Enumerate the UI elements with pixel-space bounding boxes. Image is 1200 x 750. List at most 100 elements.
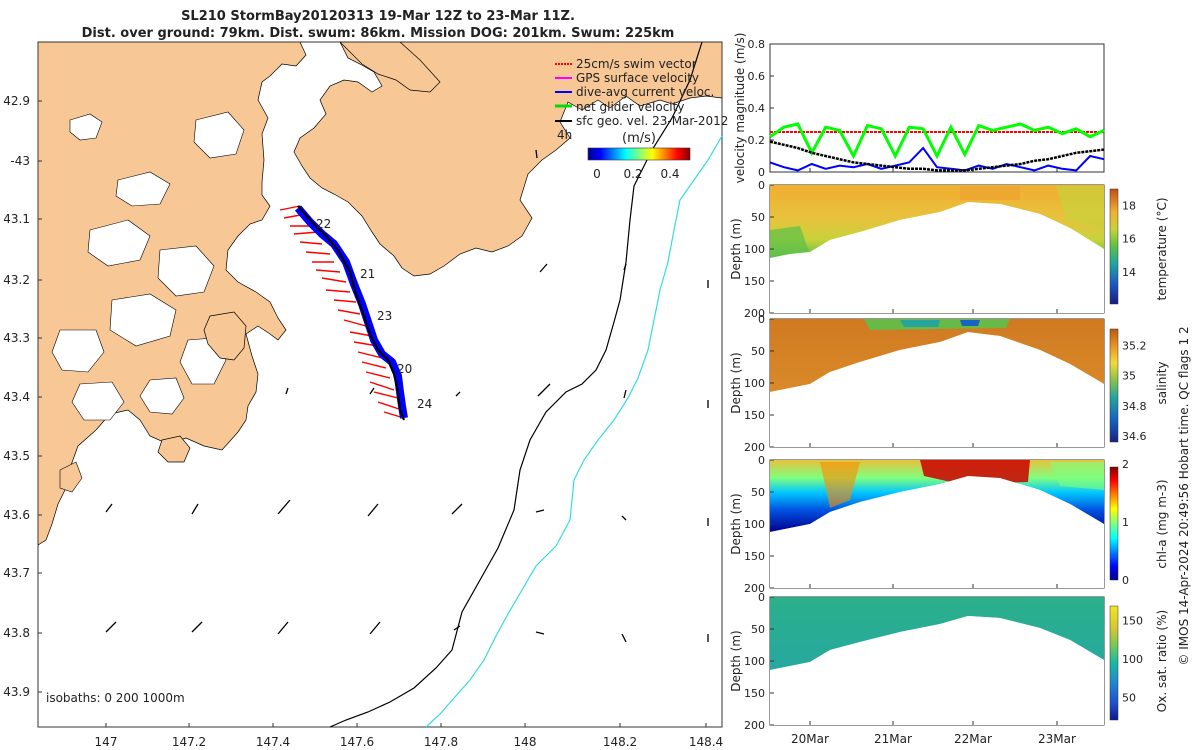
map-ytick-label: 43.3 [3, 331, 30, 345]
depth-tick-label: 50 [751, 623, 765, 636]
depth-tick-label: 100 [744, 243, 765, 256]
velocity-series-line [769, 140, 1105, 172]
colorbar-tick-label: 16 [1122, 233, 1136, 246]
depth-tick-label: 100 [744, 377, 765, 390]
depth-tick-label: 50 [751, 211, 765, 224]
date-tick-label: 21Mar [874, 732, 912, 746]
depth-tick-label: 0 [758, 591, 765, 604]
velocity-y-ticks: 0 0.2 0.4 0.6 0.8 [748, 38, 774, 179]
date-tick-label: 23Mar [1038, 732, 1076, 746]
depth-axis-label: Depth (m) [729, 352, 743, 413]
isobath-label: isobaths: 0 200 1000m [46, 691, 185, 705]
day-label-24: 24 [417, 397, 432, 411]
temperature-colorbar [1109, 188, 1119, 305]
colorbar-tick-label: 50 [1122, 692, 1136, 705]
map-xtick-label: 148 [514, 735, 537, 749]
temperature-field [770, 185, 1104, 258]
map-ytick-label: 43.8 [3, 626, 30, 640]
glider-track-net [297, 205, 406, 421]
colorbar-tick-label: 35 [1122, 370, 1136, 383]
colorbar-tick-label: 34.8 [1122, 400, 1147, 413]
day-label-20: 20 [397, 362, 412, 376]
sfc-geo-arrows [105, 149, 709, 643]
colorbar-tick-label: 34.6 [1122, 430, 1147, 443]
velocity-ytick-label: 0 [758, 166, 765, 179]
legend-net: net glider velocity [576, 100, 684, 114]
map-xtick-label: 148.4 [689, 735, 723, 749]
velocity-series-line [769, 146, 1105, 172]
velocity-series [769, 122, 1105, 172]
colorbar-label: chl-a (mg m-3) [1155, 479, 1169, 568]
depth-tick-label: 200 [744, 441, 765, 454]
depth-tick-label: 100 [744, 518, 765, 531]
map-ytick-label: 42.9 [3, 94, 30, 108]
isobath-200m [329, 41, 703, 728]
depth-tick-label: 50 [751, 486, 765, 499]
map-xtick-label: 147.4 [256, 735, 290, 749]
map-ytick-label: 43.5 [3, 449, 30, 463]
colorbar-tick-label: 0 [1122, 574, 1129, 587]
depth-tick-label: 0 [758, 454, 765, 467]
map-panel: 22 21 23 20 24 25cm/s swim vector GPS su… [3, 41, 728, 749]
date-tick-label: 20Mar [791, 732, 829, 746]
vector-scale-label: 4h [557, 128, 572, 142]
depth-tick-label: 0 [758, 179, 765, 192]
depth-tick-label: 200 [744, 719, 765, 732]
colorbar-tick-label: 150 [1122, 614, 1143, 627]
colorbar-tick-label: 1 [1122, 516, 1129, 529]
colorbar-tick-label: 14 [1122, 266, 1136, 279]
colorbar-tick-label: 35.2 [1122, 340, 1147, 353]
swim-vectors [279, 205, 405, 419]
cbar-tick-0-4: 0.4 [660, 167, 679, 181]
map-y-ticks: 42.9 -43 43.1 43.2 43.3 43.4 43.5 43.6 43.7 43.8 4… [3, 94, 42, 699]
map-x-ticks: 147 147.2 147.4 147.6 147.8 148 148.2 148.4 [95, 723, 723, 749]
depth-axis-label: Depth (m) [729, 630, 743, 691]
depth-tick-label: 50 [751, 345, 765, 358]
map-xtick-label: 148.2 [603, 735, 637, 749]
map-ytick-label: 43.7 [3, 566, 30, 580]
map-xtick-label: 147.2 [172, 735, 206, 749]
map-legend: 25cm/s swim vector GPS surface velocity … [555, 57, 728, 181]
velocity-ytick-label: 0.4 [748, 102, 766, 115]
oxygen-colorbar [1109, 605, 1119, 721]
salinity-field [770, 319, 1104, 392]
depth-tick-label: 150 [744, 409, 765, 422]
oxygen-section [769, 596, 1105, 726]
temperature-section [769, 184, 1105, 314]
cbar-tick-0-2: 0.2 [623, 167, 642, 181]
map-ytick-label: 43.2 [3, 273, 30, 287]
day-label-22: 22 [316, 217, 331, 231]
map-ytick-label: -43 [10, 154, 30, 168]
colorbar-unit: (m/s) [622, 131, 656, 146]
title-line-1: SL210 StormBay20120313 19-Mar 12Z to 23-… [181, 9, 575, 24]
salinity-section [769, 318, 1105, 448]
day-label-21: 21 [360, 267, 375, 281]
day-label-23: 23 [377, 309, 392, 323]
depth-tick-label: 150 [744, 275, 765, 288]
colorbar-tick-label: 18 [1122, 200, 1136, 213]
velocity-series-line [769, 122, 1105, 160]
map-ytick-label: 43.4 [3, 390, 30, 404]
colorbar-tick-label: 2 [1122, 458, 1129, 471]
depth-tick-label: 150 [744, 550, 765, 563]
chl-colorbar [1109, 466, 1119, 581]
legend-geo: sfc geo. vel. 23-Mar-2012 [576, 114, 728, 128]
cbar-tick-0: 0 [593, 167, 601, 181]
depth-tick-label: 100 [744, 655, 765, 668]
depth-axis-label: Depth (m) [729, 218, 743, 279]
legend-dive: dive-avg current veloc. [576, 85, 714, 99]
isobath-1000m [425, 135, 723, 728]
map-xtick-label: 147.6 [340, 735, 374, 749]
footer-credit: © IMOS 14-Apr-2024 20:49:56 Hobart time.… [1177, 326, 1191, 665]
velocity-panel: 0 0.2 0.4 0.6 0.8 velocity magnitude (m/s) [733, 33, 1105, 183]
chl-section [769, 459, 1105, 589]
legend-swim: 25cm/s swim vector [576, 57, 697, 71]
depth-tick-label: 200 [744, 307, 765, 320]
oxygen-field [770, 597, 1104, 670]
velocity-ytick-label: 0.2 [748, 134, 766, 147]
depth-axis-label: Depth (m) [729, 493, 743, 554]
depth-tick-label: 150 [744, 687, 765, 700]
velocity-ytick-label: 0.6 [748, 70, 766, 83]
